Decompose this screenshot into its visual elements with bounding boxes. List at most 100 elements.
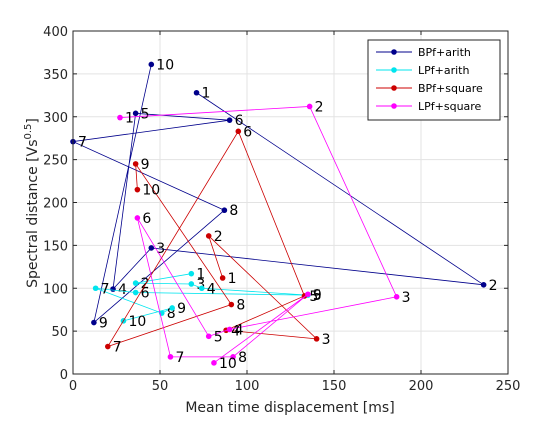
legend-marker bbox=[391, 103, 397, 109]
data-point bbox=[480, 282, 487, 288]
data-point bbox=[313, 336, 320, 342]
point-label: 4 bbox=[207, 281, 216, 297]
legend-label: LPf+arith bbox=[418, 64, 469, 77]
point-label: 8 bbox=[229, 203, 238, 219]
y-tick-label: 0 bbox=[60, 368, 68, 383]
legend-box bbox=[367, 39, 501, 121]
x-axis-label: Mean time displacement [ms] bbox=[185, 400, 394, 416]
data-point bbox=[205, 333, 212, 340]
legend-item: BPf+square bbox=[376, 82, 483, 95]
legend-item: BPf+arith bbox=[376, 46, 471, 59]
point-label: 1 bbox=[228, 271, 237, 287]
y-tick-label: 350 bbox=[43, 68, 68, 83]
data-point bbox=[169, 305, 175, 311]
data-point bbox=[148, 61, 155, 68]
point-label: 4 bbox=[118, 282, 127, 298]
data-point bbox=[393, 294, 400, 300]
data-point bbox=[117, 114, 123, 121]
legend-label: BPf+square bbox=[418, 82, 483, 95]
point-label: 8 bbox=[167, 306, 176, 322]
point-label: 3 bbox=[196, 277, 205, 293]
data-point bbox=[198, 285, 205, 292]
point-label: 5 bbox=[141, 106, 150, 122]
y-axis-label-end: ] bbox=[25, 118, 41, 123]
point-label: 9 bbox=[99, 316, 108, 332]
y-tick-label: 150 bbox=[43, 239, 68, 254]
point-label: 5 bbox=[313, 288, 322, 304]
data-point bbox=[235, 128, 242, 135]
data-point bbox=[205, 233, 212, 239]
y-tick-label: 100 bbox=[43, 282, 68, 297]
legend-marker bbox=[391, 49, 397, 55]
legend: BPf+arith LPf+arith BPf+square LPf+square bbox=[367, 39, 501, 121]
data-point bbox=[105, 343, 111, 350]
point-label: 10 bbox=[156, 57, 174, 73]
point-label: 9 bbox=[141, 157, 150, 173]
data-point bbox=[148, 245, 155, 251]
data-point bbox=[91, 319, 97, 326]
point-label: 3 bbox=[402, 290, 411, 306]
point-label: 2 bbox=[141, 276, 150, 292]
data-point bbox=[188, 281, 195, 287]
legend-marker bbox=[391, 85, 397, 91]
x-tick-label: 200 bbox=[409, 379, 434, 394]
data-point bbox=[92, 285, 99, 292]
point-label: 6 bbox=[142, 211, 151, 227]
data-point bbox=[305, 291, 311, 298]
point-label: 6 bbox=[243, 124, 252, 140]
data-point bbox=[132, 280, 139, 286]
y-tick-label: 300 bbox=[43, 111, 68, 126]
axis-ticks: 0 50 100 150 200 250 0 50 100 150 200 250 300 350 400 bbox=[43, 25, 520, 394]
data-point bbox=[132, 110, 139, 117]
legend-label: BPf+arith bbox=[418, 46, 471, 59]
point-label: 7 bbox=[101, 281, 110, 297]
point-label: 9 bbox=[177, 301, 186, 317]
y-axis-label: Spectral distance [Vs0.5] bbox=[23, 118, 41, 288]
data-point bbox=[230, 354, 236, 360]
point-label: 6 bbox=[141, 286, 150, 302]
point-label: 8 bbox=[236, 298, 245, 314]
data-point bbox=[228, 301, 235, 308]
y-tick-label: 50 bbox=[51, 325, 68, 340]
x-tick-label: 50 bbox=[152, 379, 169, 394]
point-label: 4 bbox=[235, 322, 244, 338]
series-line bbox=[95, 273, 308, 322]
y-tick-label: 200 bbox=[43, 197, 68, 212]
point-label: 2 bbox=[214, 229, 223, 245]
point-label: 5 bbox=[214, 329, 223, 345]
legend-item: LPf+arith bbox=[376, 64, 469, 77]
point-label: 3 bbox=[322, 332, 331, 348]
x-tick-label: 250 bbox=[496, 379, 521, 394]
data-point bbox=[167, 354, 174, 360]
data-point bbox=[188, 270, 195, 277]
data-point bbox=[211, 360, 217, 366]
point-label: 10 bbox=[128, 314, 146, 330]
point-label: 1 bbox=[196, 267, 205, 283]
y-axis-label-exponent: 0.5 bbox=[23, 124, 34, 140]
point-label: 2 bbox=[315, 99, 324, 115]
point-label: 3 bbox=[156, 241, 165, 257]
point-label: 2 bbox=[489, 278, 498, 294]
point-label: 5 bbox=[309, 289, 318, 305]
data-point bbox=[221, 207, 228, 214]
y-axis-label-main: Spectral distance [Vs bbox=[25, 140, 41, 288]
y-tick-label: 250 bbox=[43, 154, 68, 169]
point-label: 6 bbox=[235, 113, 244, 129]
data-point bbox=[219, 275, 226, 281]
point-label: 7 bbox=[175, 350, 184, 366]
point-label: 4 bbox=[231, 323, 240, 339]
point-label: 7 bbox=[78, 135, 87, 151]
data-point bbox=[132, 161, 139, 167]
point-label: 1 bbox=[125, 111, 134, 127]
series-line bbox=[71, 64, 484, 324]
legend-marker bbox=[391, 67, 397, 73]
point-label: 9 bbox=[313, 287, 322, 303]
data-point bbox=[226, 326, 233, 333]
